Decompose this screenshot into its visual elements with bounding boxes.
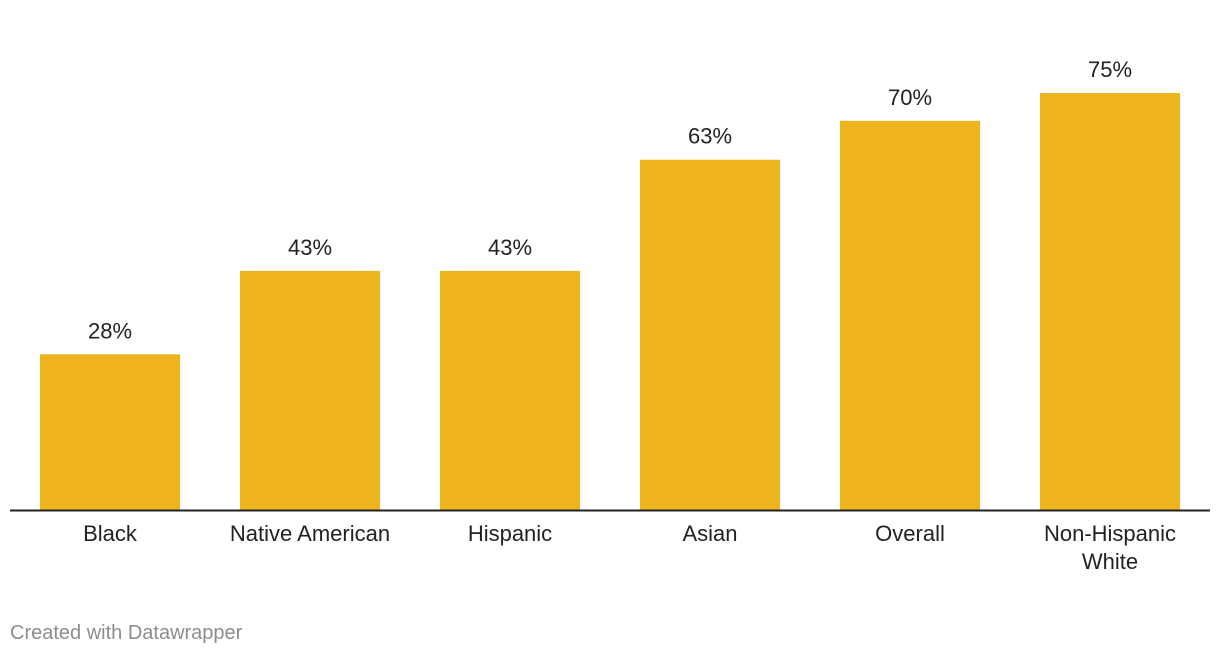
- category-label: Overall: [875, 521, 945, 546]
- category-label: Black: [83, 521, 138, 546]
- category-label: Native American: [230, 521, 390, 546]
- bar-chart: 28% 43% 43% 63% 70% 75% Black Native American H…: [10, 57, 1210, 574]
- category-label-line: Native American: [230, 521, 390, 546]
- bar: [640, 159, 780, 510]
- credit-text: Created with Datawrapper: [10, 622, 243, 644]
- bar-value-label: 70%: [888, 85, 932, 110]
- bar: [240, 270, 380, 510]
- category-label-line: Black: [83, 521, 138, 546]
- bar-value-label: 28%: [88, 318, 132, 343]
- category-label: Asian: [682, 521, 737, 546]
- bar: [840, 120, 980, 511]
- bar-value-label: 43%: [288, 235, 332, 260]
- bar-value-label: 43%: [488, 235, 532, 260]
- category-labels-group: Black Native American Hispanic Asian Overall…: [83, 521, 1176, 574]
- bar: [1040, 93, 1180, 510]
- category-label-line: Overall: [875, 521, 945, 546]
- category-label-line: White: [1082, 549, 1138, 574]
- bar: [440, 270, 580, 510]
- category-label-line: Non-Hispanic: [1044, 521, 1176, 546]
- value-labels-group: 28% 43% 43% 63% 70% 75%: [88, 57, 1132, 343]
- bar-value-label: 75%: [1088, 57, 1132, 82]
- category-label-line: Hispanic: [468, 521, 552, 546]
- bar-value-label: 63%: [688, 124, 732, 149]
- category-label: Non-Hispanic White: [1044, 521, 1176, 574]
- bar: [40, 354, 180, 510]
- category-label: Hispanic: [468, 521, 552, 546]
- category-label-line: Asian: [682, 521, 737, 546]
- bars-group: [40, 93, 1180, 511]
